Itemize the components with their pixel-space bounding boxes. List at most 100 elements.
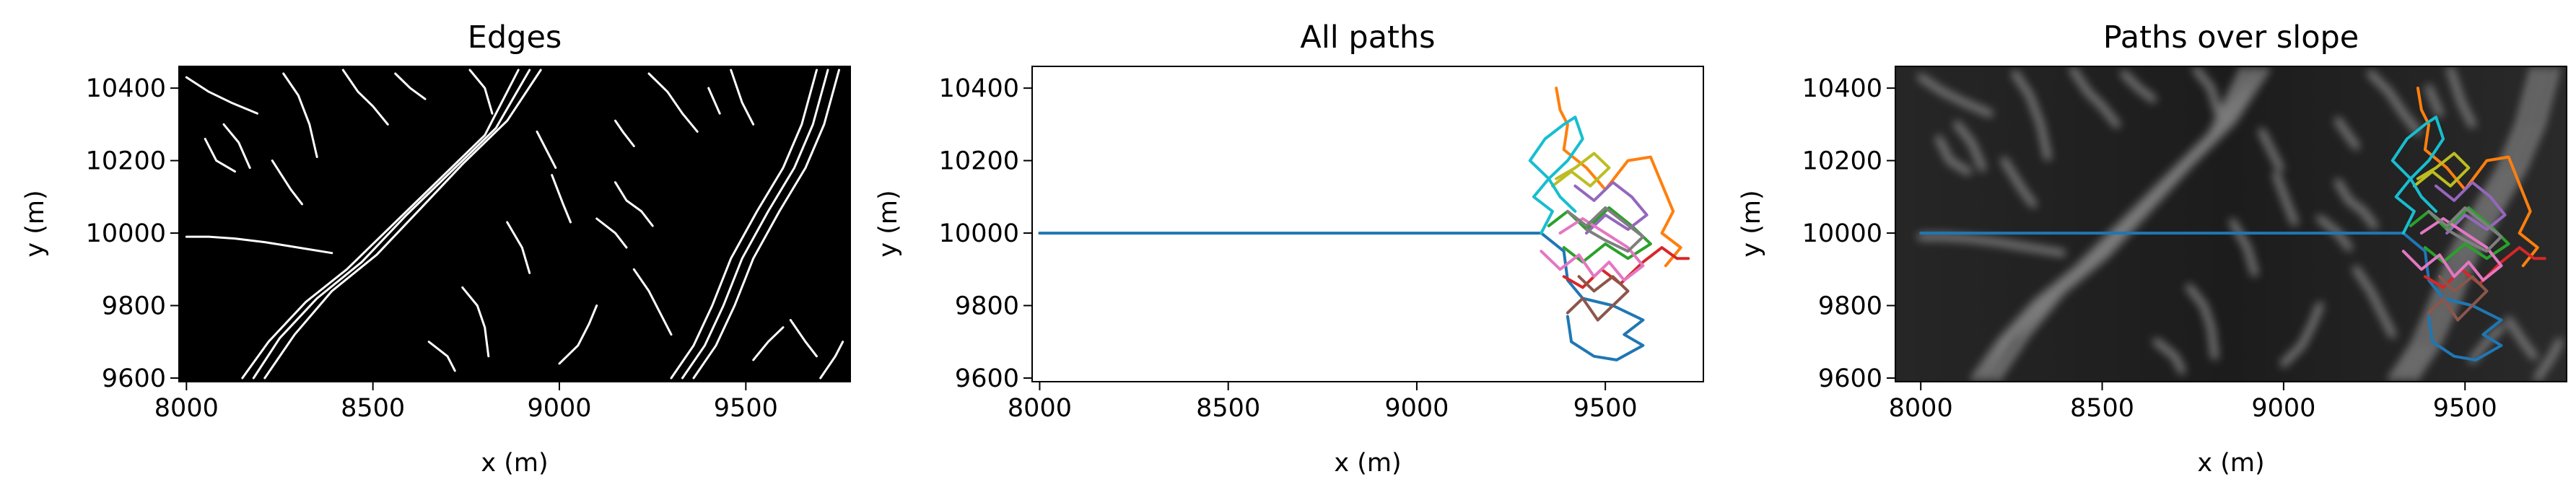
axes-frame (1031, 66, 1704, 382)
y-tick-label: 9600 (1818, 364, 1882, 393)
x-tick-label: 8500 (341, 394, 405, 423)
slope-ridge (2425, 84, 2444, 118)
x-tick-label: 8500 (1196, 394, 1260, 423)
slope-ridges (1917, 66, 2563, 382)
edge-trace (252, 69, 531, 380)
edge-trace (427, 341, 456, 372)
edge-trace (595, 217, 628, 249)
y-tick-label: 10000 (1802, 219, 1882, 248)
slope-ridge (2193, 66, 2222, 118)
x-tick-label: 8000 (1008, 394, 1072, 423)
slope-ridge (2279, 302, 2324, 367)
x-axis-label: x (m) (1334, 449, 1401, 478)
slope-ridge (2186, 284, 2219, 360)
path-line (2427, 275, 2489, 322)
edge-trace (461, 286, 490, 358)
edge-trace (271, 159, 303, 206)
x-axis-ticks: 8000 8500 9000 9500 (1008, 382, 1638, 423)
slope-ridge (2447, 66, 2476, 128)
x-axis-ticks: 8000 8500 9000 9500 (154, 382, 778, 423)
y-tick-label: 9800 (955, 292, 1019, 321)
path-line (1919, 232, 2503, 361)
slope-ridge (2334, 178, 2378, 229)
axes-frame (1895, 66, 2567, 382)
panel-title: Edges (468, 19, 562, 56)
edge-trace (204, 138, 236, 173)
y-tick-label: 10200 (86, 147, 166, 176)
slope-ridge (2533, 338, 2563, 382)
slope-ridge (1935, 135, 1972, 175)
edge-trace (614, 181, 654, 227)
slope-ridge (2399, 66, 2549, 382)
slope-ridge (2334, 117, 2360, 150)
edge-trace (536, 130, 557, 170)
panel-title: Paths over slope (2103, 19, 2359, 56)
edge-trace (692, 69, 840, 380)
path-line (2412, 152, 2471, 188)
x-tick-label: 8500 (2070, 394, 2134, 423)
y-tick-label: 9600 (102, 364, 166, 393)
y-axis-ticks: 9600 9800 10000 10200 10400 (86, 74, 179, 393)
slope-ridge (2468, 323, 2505, 364)
edge-trace (819, 341, 844, 380)
edge-trace (241, 69, 520, 380)
y-tick-label: 10400 (86, 74, 166, 103)
x-tick-label: 9500 (2433, 394, 2497, 423)
plot-background (179, 66, 850, 382)
edge-trace (185, 235, 333, 255)
edge-trace (730, 69, 755, 126)
edge-trace (614, 119, 635, 147)
x-tick-label: 9500 (714, 394, 778, 423)
slope-ridge (2505, 316, 2538, 360)
slope-ridge (1953, 120, 1986, 172)
path-line (1566, 275, 1630, 322)
y-tick-label: 10000 (86, 219, 166, 248)
edge-trace (558, 304, 598, 365)
edge-trace (263, 69, 542, 380)
edge-trace (394, 72, 427, 100)
slope-ridge (2272, 171, 2298, 226)
y-tick-label: 9600 (955, 364, 1019, 393)
x-tick-label: 9000 (1384, 394, 1449, 423)
y-tick-label: 10400 (1802, 74, 1882, 103)
edge-trace (647, 72, 699, 133)
slope-ridge (2120, 70, 2157, 103)
slope-ridge (2388, 66, 2538, 382)
x-axis-label: x (m) (481, 449, 548, 478)
slope-ridge (1993, 66, 2269, 382)
path-line (1566, 206, 1645, 253)
path-line (2435, 180, 2507, 235)
slope-ridge (1917, 74, 1994, 118)
x-tick-label: 8000 (154, 394, 219, 423)
y-axis-ticks: 9600 9800 10000 10200 10400 (939, 74, 1032, 393)
y-tick-label: 10200 (939, 147, 1019, 176)
edge-trace (632, 268, 673, 336)
edge-trace (222, 123, 251, 170)
y-tick-label: 9800 (102, 292, 166, 321)
y-axis-ticks: 9600 9800 10000 10200 10400 (1802, 74, 1895, 393)
path-line (1540, 217, 1645, 282)
panel-paths-over-slope: Paths over slope 8000 8500 9000 9500 9600 98… (1737, 19, 2567, 478)
y-tick-label: 10000 (939, 219, 1019, 248)
slope-ridge (1917, 233, 2066, 257)
y-axis-label: y (m) (21, 190, 50, 257)
edge-trace (341, 69, 389, 126)
x-tick-label: 8000 (1889, 394, 1953, 423)
slope-ridge (2410, 66, 2559, 382)
path-line (1528, 115, 1584, 235)
y-tick-label: 10200 (1802, 147, 1882, 176)
path-series (1038, 87, 1690, 361)
panel-edges: Edges 8000 8500 9000 9500 9600 9800 10000 1020… (21, 19, 851, 478)
slope-ridge (2152, 338, 2186, 374)
slope-ridge (2069, 66, 2121, 128)
x-tick-label: 9500 (1573, 394, 1638, 423)
slope-ridge (2229, 219, 2258, 277)
slope-ridge (2258, 128, 2284, 172)
path-line (1551, 152, 1611, 188)
edge-trace (282, 72, 318, 159)
x-tick-label: 9000 (527, 394, 591, 423)
edge-trace (670, 69, 818, 380)
y-tick-label: 9800 (1818, 292, 1882, 321)
edge-trace (707, 87, 721, 115)
edge-trace (789, 319, 818, 358)
